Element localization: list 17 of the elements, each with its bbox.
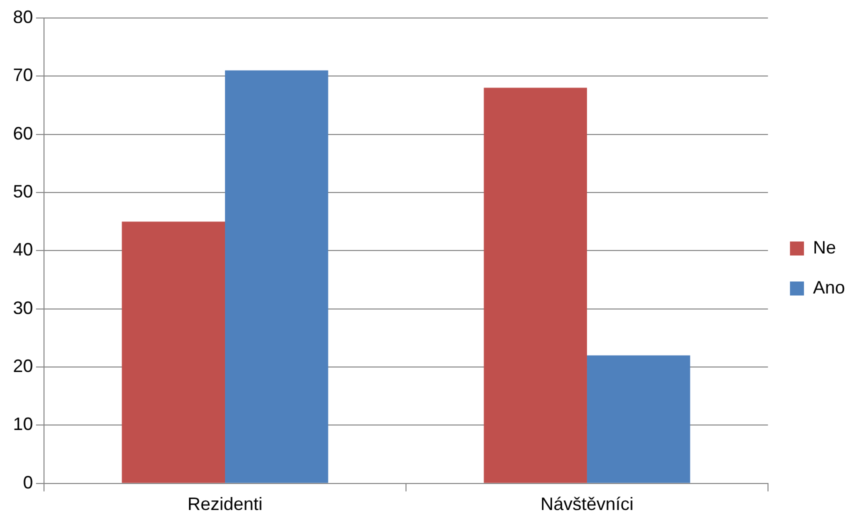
bar <box>484 88 587 483</box>
bar <box>225 70 328 483</box>
y-tick-label: 10 <box>12 414 34 434</box>
bar <box>122 222 226 483</box>
y-tick-label: 0 <box>23 472 34 492</box>
y-tick-label: 30 <box>12 298 34 318</box>
x-tick-label: Návštěvníci <box>540 494 634 514</box>
y-tick-label: 50 <box>12 181 34 202</box>
y-tick-label: 70 <box>12 65 34 86</box>
y-tick-label: 20 <box>12 356 34 376</box>
y-tick-label: 80 <box>12 6 34 27</box>
y-tick-label: 60 <box>12 123 34 144</box>
legend-label: Ne <box>812 237 836 258</box>
bar <box>586 355 690 483</box>
y-tick-label: 40 <box>12 240 34 260</box>
legend-label: Ano <box>812 277 846 298</box>
x-tick-label: Rezidenti <box>187 494 263 514</box>
